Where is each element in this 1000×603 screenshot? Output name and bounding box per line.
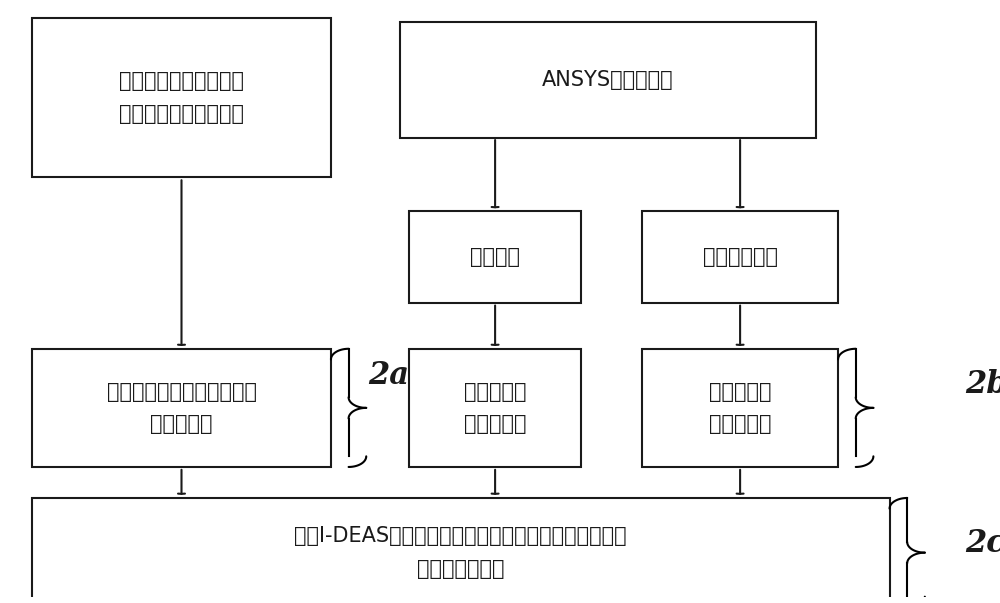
Text: 生成热分析模型: 生成热分析模型 [417,559,505,579]
Bar [32,349,331,467]
Bar [409,212,581,303]
Text: 生成节点的: 生成节点的 [464,382,526,402]
Text: ANSYS有限元模型: ANSYS有限元模型 [542,70,674,90]
Bar [409,349,581,467]
Text: 热分析相关的材料属性: 热分析相关的材料属性 [119,71,244,92]
Text: 命令流文件: 命令流文件 [150,414,213,434]
Bar [400,22,816,137]
Bar [32,18,331,177]
Text: 节点坐标: 节点坐标 [470,247,520,267]
Text: 及天线相关的单元类型: 及天线相关的单元类型 [119,104,244,124]
Bar [642,212,838,303]
Text: 生成单元的: 生成单元的 [709,382,771,402]
Text: 2b: 2b [966,368,1000,400]
Text: 2a: 2a [368,360,409,391]
Bar [32,498,890,603]
Text: 单元连接关系: 单元连接关系 [703,247,778,267]
Text: 2c: 2c [966,528,1000,560]
Text: 打开I-DEAS软件，由左向右依次读取上述命令流文件，: 打开I-DEAS软件，由左向右依次读取上述命令流文件， [294,526,627,546]
Text: 生成材料属性和单元类型的: 生成材料属性和单元类型的 [106,382,256,402]
Bar [642,349,838,467]
Text: 命令流文件: 命令流文件 [464,414,526,434]
Text: 命令流文件: 命令流文件 [709,414,771,434]
